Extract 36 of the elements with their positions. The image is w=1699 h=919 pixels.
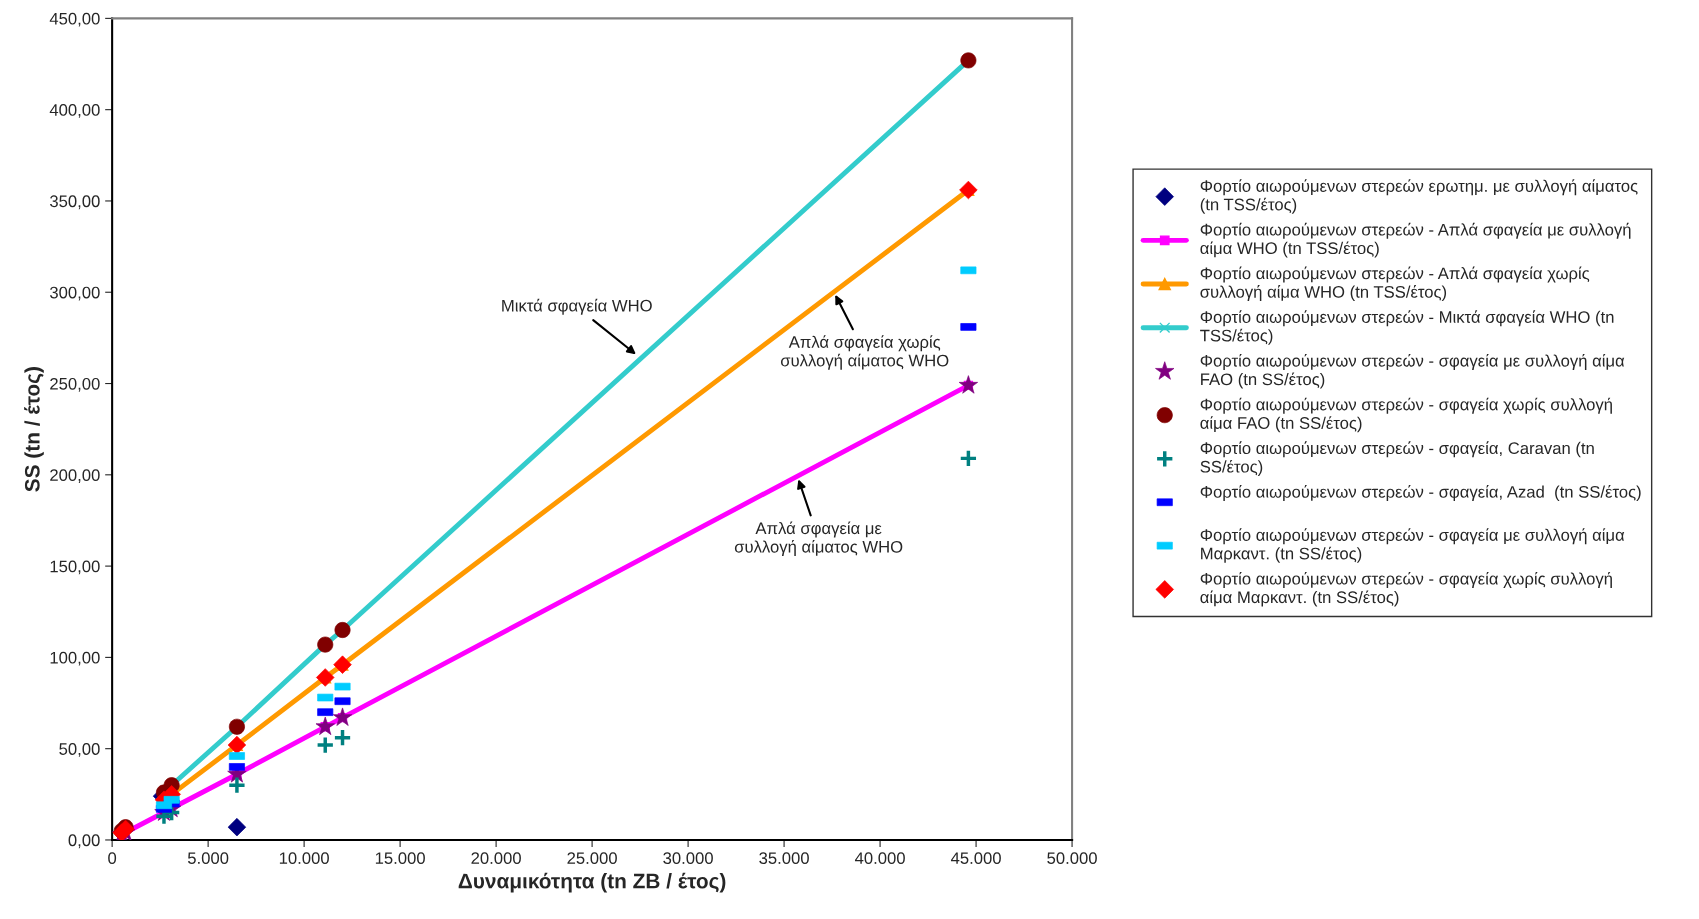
legend-label: Φορτίο αιωρούμενων στερεών - Μικτά σφαγεία WHO (tn TSS/έτος) [1200,310,1614,345]
x-tick-label: 25.000 [567,852,617,865]
annotation: Απλά σφαγεία χωρίς συλλογή αίματος WHO [780,335,949,370]
y-tick-label: 250,00 [50,377,100,392]
y-tick-label: 300,00 [49,286,100,301]
y-tick-label: 200,00 [50,469,100,483]
legend-label: Φορτίο αιωρούμενων στερεών - Απλά σφαγεία χωρίς συλλογή αίμα WHO (tn TSS/έτος) [1200,266,1590,302]
x-tick-label: 50.000 [1047,852,1097,865]
y-tick-label: 0,00 [68,834,100,849]
x-tick-label: 10.000 [279,852,329,865]
legend-label: Φορτίο αιωρούμενων στερεών - σφαγεία με συλλογή αίμα FAO (tn SS/έτος) [1200,353,1625,389]
x-tick-label: 30.000 [663,852,713,865]
x-axis-title: Δυναμικότητα (tn ZB / έτος) [458,872,726,893]
legend-label: Φορτίο αιωρούμενων στερεών - σφαγεία χωρίς συλλογή αίμα Μαρκαντ. (tn SS/έτος) [1200,571,1612,607]
x-tick-label: 5.000 [187,852,229,865]
x-tick-label: 35.000 [759,852,809,865]
legend-label: Φορτίο αιωρούμενων στερεών ερωτημ. με συλλογή αίματος (tn TSS/έτος) [1200,179,1638,214]
y-tick-label: 50,00 [59,743,100,757]
y-tick-label: 150,00 [50,560,100,575]
x-tick-label: 40.000 [854,852,905,865]
y-tick-label: 450,00 [49,12,100,27]
x-tick-label: 15.000 [375,852,425,865]
legend-label: Φορτίο αιωρούμενων στερεών - σφαγεία χωρίς συλλογή αίμα FAO (tn SS/έτος) [1200,397,1612,433]
y-tick-label: 100,00 [50,651,100,666]
x-tick-label: 20.000 [471,852,521,865]
annotation: Απλά σφαγεία με συλλογή αίματος WHO [734,521,903,556]
y-tick-label: 350,00 [49,195,100,210]
annotation: Μικτά σφαγεία WHO [502,298,652,315]
legend-label: Φορτίο αιωρούμενων στερεών - Απλά σφαγεία με συλλογή αίμα WHO (tn TSS/έτος) [1200,222,1631,258]
y-tick-label: 400,00 [49,104,100,118]
legend-label: Φορτίο αιωρούμενων στερεών - σφαγεία, Caravan (tn SS/έτος) [1200,441,1594,476]
y-axis-title: SS (tn / έτος) [24,367,44,492]
x-tick-label: 0 [108,852,117,865]
x-tick-label: 45.000 [950,852,1001,865]
legend-label: Φορτίο αιωρούμενων στερεών - σφαγεία με συλλογή αίμα Μαρκαντ. (tn SS/έτος) [1200,528,1625,563]
legend-label: Φορτίο αιωρούμενων στερεών - σφαγεία, Azad (tn SS/έτος) [1200,485,1641,502]
